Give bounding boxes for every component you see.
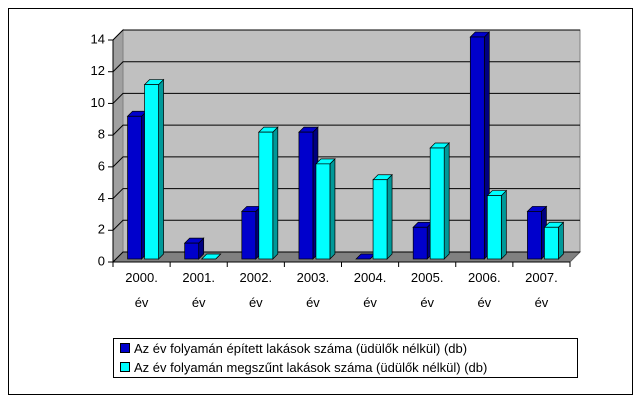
chart-border <box>8 8 633 395</box>
grid-line <box>112 29 580 41</box>
bar <box>527 211 542 260</box>
bar <box>486 195 502 260</box>
x-tick-label: 2000. év <box>125 270 158 310</box>
bar <box>315 163 331 260</box>
bar-side <box>329 158 336 260</box>
y-tick-label: 14 <box>91 31 105 46</box>
y-tick-label: 8 <box>98 127 105 142</box>
grid-line <box>112 188 580 199</box>
back-wall <box>122 29 581 253</box>
bar <box>241 211 257 260</box>
bar-side <box>443 142 450 260</box>
bar <box>258 131 274 260</box>
grid-line <box>112 219 580 231</box>
x-tick-label: 2005. év <box>410 270 444 310</box>
grid-line <box>112 156 580 168</box>
bar <box>429 147 445 260</box>
bar-side <box>386 173 393 260</box>
x-tick-label: 2007. év <box>525 270 558 310</box>
bar-side <box>158 78 164 260</box>
bar <box>372 179 388 260</box>
bar <box>184 242 200 260</box>
y-tick-label: 12 <box>91 63 105 78</box>
bar <box>127 115 142 260</box>
x-tick-label: 2001. év <box>182 270 215 310</box>
legend-swatch <box>120 343 130 353</box>
bar-side <box>500 189 507 260</box>
legend-label: Az év folyamán épített lakások száma (üd… <box>134 341 468 356</box>
grid-line <box>112 92 580 104</box>
bar-side <box>558 221 564 260</box>
floor <box>111 251 582 263</box>
side-wall <box>112 28 124 264</box>
legend-label: Az év folyamán megszűnt lakások száma (ü… <box>134 360 488 375</box>
legend-item: Az év folyamán megszűnt lakások száma (ü… <box>114 358 577 377</box>
x-tick-label: 2002. év <box>239 270 273 310</box>
y-tick-label: 0 <box>98 253 105 268</box>
y-tick-label: 2 <box>98 222 105 237</box>
y-tick-label: 4 <box>98 190 105 205</box>
grid-line <box>112 124 580 136</box>
bar <box>544 226 559 260</box>
bar <box>298 131 314 260</box>
y-tick-label: 6 <box>98 158 105 173</box>
grid-line <box>112 61 580 73</box>
bar <box>144 84 159 260</box>
bar <box>412 226 428 260</box>
legend-item: Az év folyamán épített lakások száma (üd… <box>114 339 577 358</box>
bar-top <box>200 253 222 260</box>
x-tick-label: 2004. év <box>353 270 387 310</box>
x-tick-label: 2003. év <box>296 270 330 310</box>
y-tick-label: 10 <box>91 95 105 110</box>
legend: Az év folyamán épített lakások száma (üd… <box>113 338 578 378</box>
bar <box>469 36 485 260</box>
x-tick-label: 2006. év <box>468 270 501 310</box>
legend-swatch <box>120 362 130 372</box>
bar-side <box>272 126 279 260</box>
